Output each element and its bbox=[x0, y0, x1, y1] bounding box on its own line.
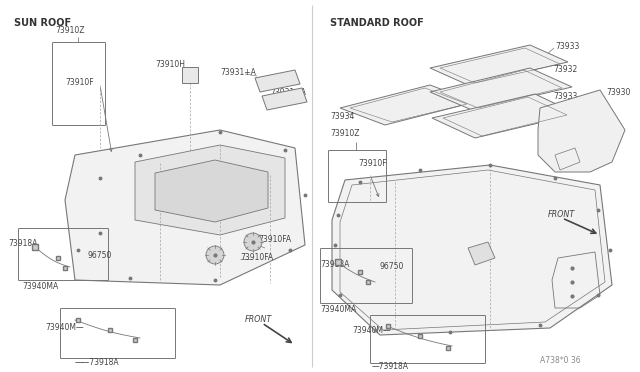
Polygon shape bbox=[135, 145, 285, 235]
Text: 73918A: 73918A bbox=[320, 260, 349, 269]
Text: 96750: 96750 bbox=[380, 262, 404, 271]
Text: 73918A: 73918A bbox=[8, 239, 37, 248]
Text: 73910F: 73910F bbox=[358, 159, 387, 168]
Text: 73933: 73933 bbox=[555, 42, 579, 51]
Circle shape bbox=[244, 233, 262, 251]
Polygon shape bbox=[155, 160, 268, 222]
Text: FRONT: FRONT bbox=[245, 315, 272, 324]
Circle shape bbox=[206, 246, 224, 264]
Text: 73934: 73934 bbox=[330, 112, 355, 121]
Text: 73931+A: 73931+A bbox=[220, 68, 256, 77]
Text: 73931+A: 73931+A bbox=[270, 88, 306, 97]
Polygon shape bbox=[468, 242, 495, 265]
Text: 73910F: 73910F bbox=[65, 78, 93, 87]
Text: ——73918A: ——73918A bbox=[75, 358, 120, 367]
Polygon shape bbox=[340, 85, 475, 125]
Polygon shape bbox=[432, 94, 577, 138]
Text: 73910Z: 73910Z bbox=[330, 129, 360, 138]
Text: —73918A: —73918A bbox=[372, 362, 409, 371]
Polygon shape bbox=[332, 165, 612, 335]
Polygon shape bbox=[430, 68, 572, 110]
Text: 73910FA: 73910FA bbox=[258, 235, 291, 244]
Polygon shape bbox=[182, 67, 198, 83]
Text: 73910H: 73910H bbox=[155, 60, 185, 69]
Text: 73940M—: 73940M— bbox=[352, 326, 390, 335]
Text: 73930: 73930 bbox=[606, 88, 630, 97]
Polygon shape bbox=[538, 90, 625, 172]
Text: 73940MA: 73940MA bbox=[320, 305, 356, 314]
Text: 96750: 96750 bbox=[88, 251, 113, 260]
Text: FRONT: FRONT bbox=[548, 210, 575, 219]
Polygon shape bbox=[65, 130, 305, 285]
Text: STANDARD ROOF: STANDARD ROOF bbox=[330, 18, 424, 28]
Polygon shape bbox=[255, 70, 300, 92]
Text: 73910Z: 73910Z bbox=[55, 26, 84, 35]
Polygon shape bbox=[555, 148, 580, 170]
Text: A738*0 36: A738*0 36 bbox=[540, 356, 580, 365]
Text: SUN ROOF: SUN ROOF bbox=[14, 18, 71, 28]
Text: 73932: 73932 bbox=[553, 65, 577, 74]
Text: 73940MA: 73940MA bbox=[22, 282, 58, 291]
Polygon shape bbox=[262, 88, 307, 110]
Text: 73910FA: 73910FA bbox=[240, 253, 273, 262]
Text: 73940M—: 73940M— bbox=[45, 323, 84, 332]
Text: 73933: 73933 bbox=[553, 92, 577, 101]
Polygon shape bbox=[430, 45, 568, 85]
